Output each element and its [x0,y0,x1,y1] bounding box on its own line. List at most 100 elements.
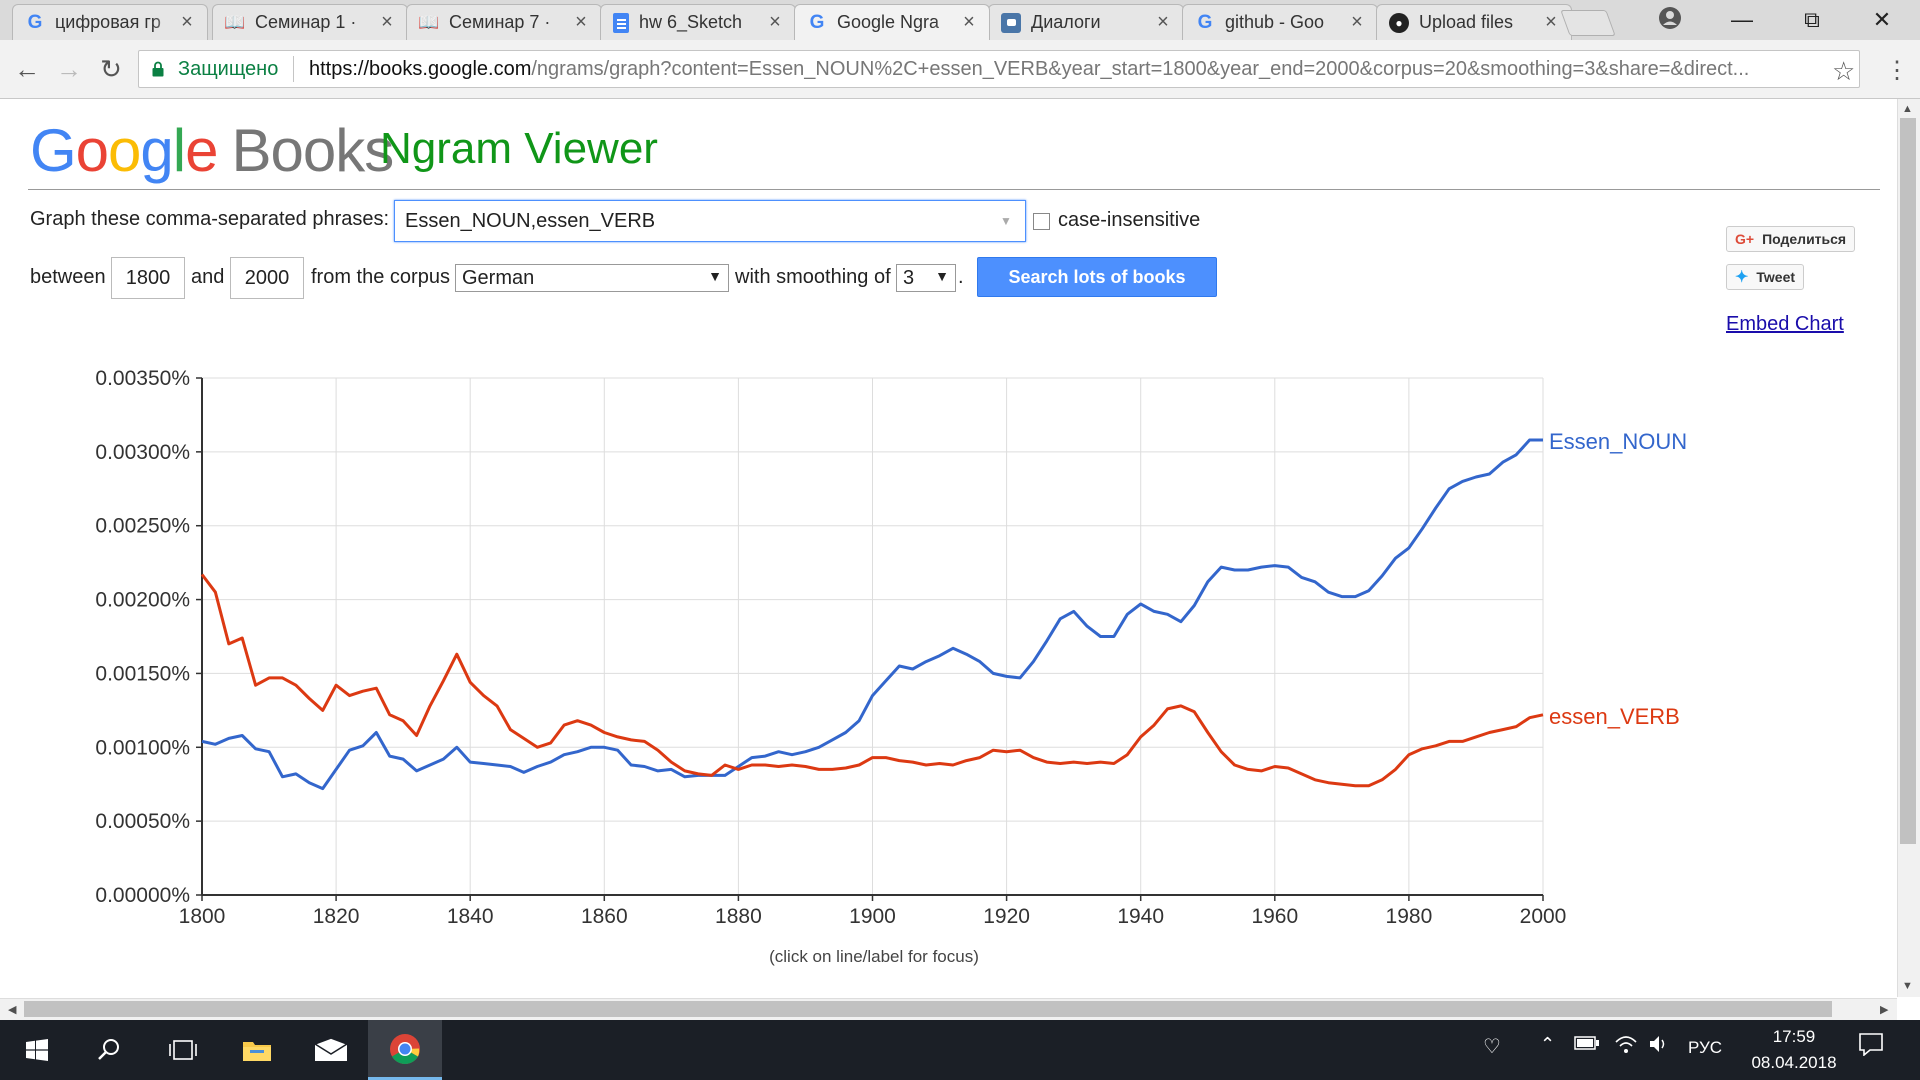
reload-icon[interactable]: ↻ [100,53,122,84]
series-label-essen_VERB[interactable]: essen_VERB [1549,704,1680,729]
url-text[interactable]: https://books.google.com/ngrams/graph?co… [309,58,1819,81]
year-end-input[interactable]: 2000 [230,257,304,299]
logo-letter: e [185,117,218,184]
year-start-value: 1800 [125,266,171,289]
y-tick-label: 0.00150% [95,662,190,685]
book-icon: 📖 [418,12,440,32]
lock-icon [152,61,164,77]
address-bar[interactable] [138,50,1860,88]
embed-chart-link[interactable]: Embed Chart [1726,313,1844,335]
dropdown-arrow-icon: ▼ [935,268,949,284]
tray-chevron-up-icon[interactable]: ⌃ [1540,1034,1556,1054]
chart-hint: (click on line/label for focus) [769,947,979,966]
language-indicator[interactable]: РУС [1688,1038,1723,1057]
horizontal-scroll-thumb[interactable] [24,1001,1832,1017]
x-tick-label: 1980 [1386,905,1433,928]
google-g-icon: G [1197,11,1213,33]
phrases-history-icon[interactable]: ▼ [1000,214,1012,228]
bookmark-star-icon[interactable]: ☆ [1832,56,1856,86]
header-divider [28,189,1880,190]
book-icon: 📖 [224,12,246,32]
tab-1[interactable]: G цифровая гр × [12,4,208,40]
tweet-label: Tweet [1756,269,1796,285]
x-tick-label: 1940 [1117,905,1164,928]
smoothing-label: with smoothing of [735,266,891,288]
ngram-chart: 0.00000% 0.00050% 0.00100% 0.00150% 0.00200%… [95,367,1687,928]
search-button[interactable]: Search lots of books [977,257,1217,297]
tab-8[interactable]: ● Upload files × [1376,4,1572,40]
logo-letter: o [75,117,109,184]
series-line-Essen_NOUN[interactable] [201,438,1543,791]
volume-icon[interactable] [1648,1034,1672,1060]
smoothing-select[interactable]: 3 ▼ [896,264,956,292]
clock-time[interactable]: 17:59 [1772,1027,1816,1046]
close-tab-icon[interactable]: × [1545,11,1557,33]
windows-start-icon[interactable] [0,1020,74,1080]
tab-4[interactable]: hw 6_Sketch × [600,4,796,40]
address-separator [293,56,294,82]
close-tab-icon[interactable]: × [181,11,193,33]
tab-title: Семинар 1 · [255,12,357,32]
battery-icon[interactable] [1574,1034,1600,1057]
chrome-taskbar-icon[interactable] [368,1020,442,1080]
wifi-icon[interactable] [1614,1034,1638,1060]
x-tick-label: 1860 [581,905,628,928]
search-icon[interactable] [72,1020,146,1080]
corpus-select[interactable]: German ▼ [455,264,729,292]
tab-title: Диалоги [1031,12,1101,32]
new-tab-button[interactable] [1560,10,1616,36]
mail-icon[interactable] [294,1020,368,1080]
tab-3[interactable]: 📖 Семинар 7 · × [406,4,602,40]
series-label-Essen_NOUN[interactable]: Essen_NOUN [1549,429,1687,454]
and-label: and [191,266,225,288]
series-line-essen_VERB[interactable] [200,573,1544,788]
clock-date[interactable]: 08.04.2018 [1751,1053,1837,1072]
url-host: https://books.google.com [309,58,532,80]
period: . [958,266,964,288]
close-tab-icon[interactable]: × [381,11,393,33]
tab-title: цифровая гр [55,12,161,32]
google-books-logo[interactable]: Google Books [30,116,394,185]
case-insensitive-checkbox[interactable] [1033,213,1050,230]
back-arrow-icon[interactable]: ← [14,53,40,84]
browser-menu-icon[interactable]: ⋮ [1885,57,1909,84]
scroll-up-arrow-icon[interactable]: ▲ [1902,103,1913,115]
tab-7[interactable]: G github - Goo × [1182,4,1378,40]
share-gplus-button[interactable]: G+ Поделиться [1726,226,1856,252]
tab-5-active[interactable]: G Google Ngra × [794,4,990,40]
y-tick-label: 0.00300% [95,441,190,464]
tab-2[interactable]: 📖 Семинар 1 · × [212,4,408,40]
tab-title: hw 6_Sketch [639,12,743,32]
tab-6[interactable]: Диалоги × [988,4,1184,40]
case-insensitive-label: case-insensitive [1058,209,1201,231]
y-tick-label: 0.00100% [95,736,190,759]
people-icon[interactable]: ♡ [1483,1036,1501,1058]
profile-icon[interactable] [1658,6,1682,30]
between-label: between [30,266,106,288]
close-tab-icon[interactable]: × [1157,11,1169,33]
twitter-bird-icon: ✦ [1735,269,1749,286]
scroll-down-arrow-icon[interactable]: ▼ [1902,980,1913,992]
close-tab-icon[interactable]: × [1351,11,1363,33]
action-center-icon[interactable] [1858,1032,1884,1062]
close-tab-icon[interactable]: × [769,11,781,33]
scroll-right-arrow-icon[interactable]: ▶ [1880,1004,1889,1016]
close-tab-icon[interactable]: × [963,11,975,33]
file-explorer-icon[interactable] [220,1020,294,1080]
minimize-icon[interactable]: — [1731,7,1753,32]
x-tick-label: 1800 [179,905,226,928]
close-window-icon[interactable]: ✕ [1872,7,1892,32]
task-view-icon[interactable] [146,1020,220,1080]
close-tab-icon[interactable]: × [575,11,587,33]
tweet-button[interactable]: ✦ Tweet [1726,264,1805,290]
tab-title: Upload files [1419,12,1514,32]
restore-icon[interactable]: ⧉ [1804,7,1820,32]
phrases-input[interactable]: Essen_NOUN,essen_VERB [394,200,1026,242]
forward-arrow-icon[interactable]: → [56,53,82,84]
year-start-input[interactable]: 1800 [111,257,185,299]
vertical-scroll-thumb[interactable] [1900,118,1916,844]
logo-letter: l [172,117,186,184]
scroll-left-arrow-icon[interactable]: ◀ [8,1004,17,1016]
y-tick-label: 0.00350% [95,367,190,390]
y-tick-label: 0.00250% [95,515,190,538]
